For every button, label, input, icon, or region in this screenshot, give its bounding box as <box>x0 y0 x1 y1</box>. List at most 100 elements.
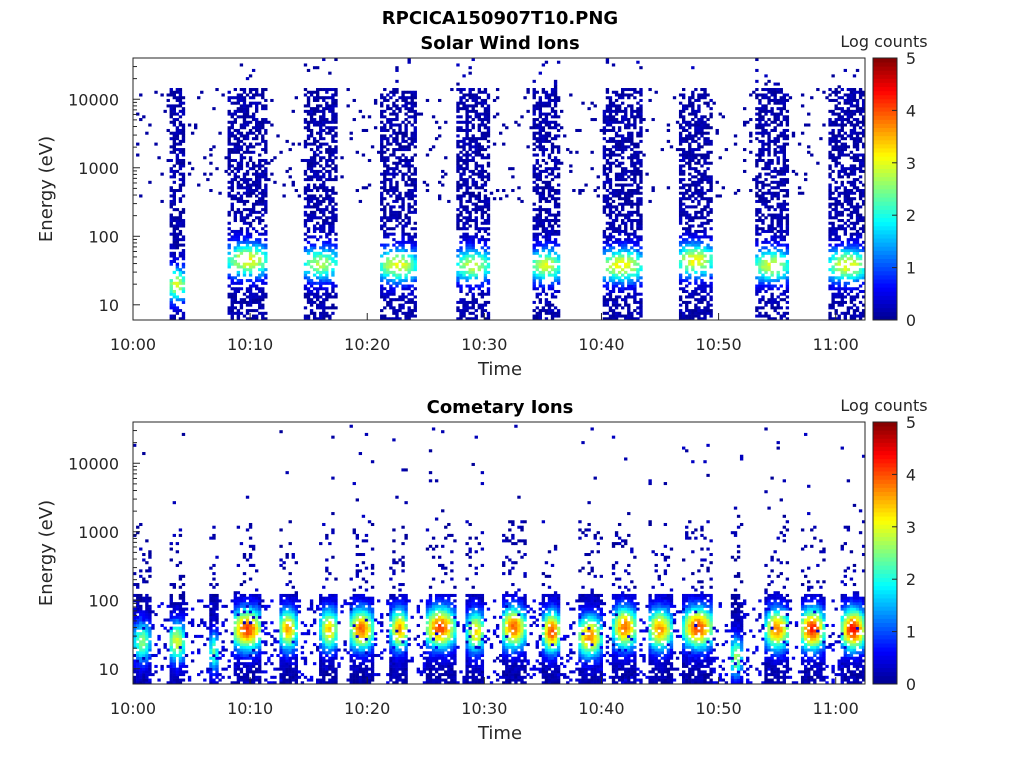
spectrogram-cell <box>706 300 710 304</box>
spectrogram-cell <box>477 186 481 190</box>
spectrogram-cell <box>700 128 704 132</box>
spectrogram-cell <box>392 199 396 203</box>
spectrogram-cell <box>468 104 472 108</box>
spectrogram-cell <box>621 287 625 291</box>
spectrogram-cell <box>175 96 180 100</box>
spectrogram-cell <box>761 221 765 225</box>
spectrogram-cell <box>309 199 314 203</box>
spectrogram-cell <box>703 221 707 225</box>
spectrogram-cell <box>380 93 384 97</box>
spectrogram-cell <box>312 268 317 272</box>
spectrogram-cell <box>136 153 140 157</box>
spectrogram-cell <box>532 93 536 97</box>
spectrogram-cell <box>459 145 463 149</box>
spectrogram-cell <box>264 210 268 214</box>
spectrogram-cell <box>319 169 323 173</box>
spectrogram-cell <box>697 96 701 100</box>
spectrogram-cell <box>166 98 170 102</box>
spectrogram-cell <box>465 317 469 321</box>
spectrogram-cell <box>316 216 320 220</box>
spectrogram-cell <box>547 123 552 127</box>
spectrogram-cell <box>611 284 616 288</box>
spectrogram-cell <box>614 219 619 223</box>
spectrogram-cell <box>181 251 186 255</box>
spectrogram-cell <box>477 284 481 288</box>
spectrogram-cell <box>236 169 241 173</box>
spectrogram-cell <box>462 221 466 225</box>
spectrogram-cell <box>380 202 384 206</box>
spectrogram-cell <box>764 259 768 263</box>
spectrogram-cell <box>309 311 314 315</box>
spectrogram-cell <box>532 164 536 168</box>
spectrogram-cell <box>779 249 783 253</box>
spectrogram-cell <box>181 287 186 291</box>
spectrogram-cell <box>694 249 698 253</box>
spectrogram-cell <box>709 254 713 258</box>
spectrogram-cell <box>697 93 701 97</box>
spectrogram-cell <box>773 115 777 119</box>
spectrogram-cell <box>486 199 491 203</box>
spectrogram-cell <box>688 172 692 176</box>
spectrogram-cell <box>608 306 613 310</box>
spectrogram-cell <box>590 150 594 154</box>
spectrogram-cell <box>700 208 704 212</box>
spectrogram-cell <box>691 289 695 294</box>
spectrogram-cell <box>785 289 790 294</box>
spectrogram-cell <box>828 131 832 135</box>
spectrogram-cell <box>758 131 762 135</box>
spectrogram-cell <box>236 107 241 111</box>
spectrogram-cell <box>782 180 786 184</box>
spectrogram-cell <box>328 306 332 310</box>
spectrogram-cell <box>776 249 780 253</box>
spectrogram-cell <box>636 235 640 239</box>
spectrogram-cell <box>624 314 628 318</box>
spectrogram-cell <box>303 273 308 277</box>
spectrogram-cell <box>322 210 326 214</box>
spectrogram-cell <box>480 131 485 135</box>
spectrogram-cell <box>456 82 460 86</box>
spectrogram-cell <box>547 210 552 214</box>
spectrogram-cell <box>764 238 768 242</box>
spectrogram-cell <box>636 161 640 165</box>
spectrogram-cell <box>175 128 180 132</box>
spectrogram-cell <box>535 158 539 163</box>
spectrogram-cell <box>755 79 759 83</box>
spectrogram-cell <box>410 123 414 127</box>
spectrogram-cell <box>544 112 549 116</box>
spectrogram-cell <box>233 175 237 179</box>
spectrogram-cell <box>773 186 777 190</box>
spectrogram-cell <box>383 150 387 154</box>
spectrogram-cell <box>544 265 549 269</box>
spectrogram-cell <box>404 104 408 108</box>
spectrogram-cell <box>755 210 759 214</box>
spectrogram-cell <box>630 273 634 277</box>
spectrogram-cell <box>410 276 414 280</box>
spectrogram-cell <box>782 142 786 146</box>
spectrogram-cell <box>264 276 268 280</box>
spectrogram-cell <box>758 210 762 214</box>
spectrogram-cell <box>392 270 396 274</box>
spectrogram-cell <box>309 131 314 135</box>
spectrogram-cell <box>602 232 607 236</box>
spectrogram-cell <box>334 58 338 62</box>
spectrogram-cell <box>694 115 698 119</box>
spectrogram-cell <box>465 240 469 244</box>
spectrogram-cell <box>678 273 683 277</box>
spectrogram-cell <box>309 178 314 182</box>
spectrogram-cell <box>325 104 329 108</box>
spectrogram-cell <box>233 178 237 182</box>
spectrogram-cell <box>178 172 183 176</box>
spectrogram-cell <box>782 150 786 154</box>
spectrogram-cell <box>764 104 768 108</box>
spectrogram-cell <box>624 191 628 195</box>
spectrogram-cell <box>245 189 250 193</box>
spectrogram-cell <box>630 148 634 152</box>
spectrogram-cell <box>258 172 262 176</box>
spectrogram-cell <box>248 194 253 198</box>
spectrogram-cell <box>480 156 485 160</box>
spectrogram-cell <box>233 311 237 315</box>
spectrogram-cell <box>706 199 710 203</box>
spectrogram-cell <box>227 191 231 195</box>
spectrogram-cell <box>407 268 411 272</box>
spectrogram-cell <box>706 126 710 130</box>
